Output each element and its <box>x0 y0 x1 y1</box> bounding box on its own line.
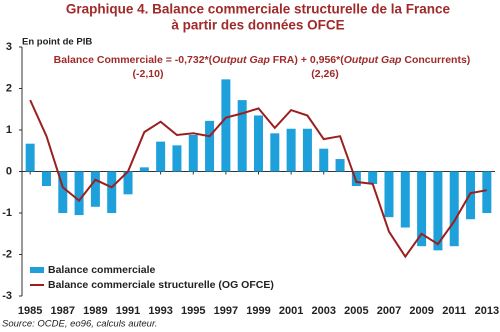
legend-label: Balance commerciale structurelle (OG OFC… <box>48 279 274 291</box>
bar <box>433 171 443 251</box>
bar <box>237 100 247 172</box>
bar <box>156 141 166 172</box>
bar <box>90 171 100 207</box>
x-tick-label: 1991 <box>116 305 140 317</box>
annotation-part: Output Gap <box>212 54 270 66</box>
bar <box>107 171 117 213</box>
annotation-part: FRA) + 0,956*( <box>270 54 344 66</box>
x-tick-label: 2005 <box>344 305 368 317</box>
legend-label: Balance commerciale <box>48 264 156 276</box>
x-tick-label: 2007 <box>377 305 401 317</box>
bar <box>482 171 492 213</box>
y-tick-label: -1 <box>2 207 12 219</box>
y-tick-label: 2 <box>6 82 12 94</box>
x-tick-label: 2009 <box>409 305 433 317</box>
legend-swatch <box>30 267 44 273</box>
x-tick-label: 2003 <box>311 305 335 317</box>
bar <box>466 171 476 220</box>
bar <box>335 159 345 172</box>
annotation-part: Concurrents) <box>401 54 470 66</box>
x-tick-label: 2001 <box>279 305 303 317</box>
x-tick-label: 2011 <box>442 305 466 317</box>
x-tick-label: 1995 <box>181 305 205 317</box>
bar <box>400 171 410 228</box>
x-tick-label: 2013 <box>475 305 499 317</box>
y-tick-label: 3 <box>6 41 12 53</box>
bar <box>172 145 182 172</box>
bar <box>417 171 427 247</box>
bar <box>74 171 84 216</box>
bar <box>368 171 378 184</box>
y-tick-label: -3 <box>2 290 12 302</box>
bar <box>123 171 133 195</box>
line <box>29 99 487 259</box>
bar <box>139 167 149 172</box>
source: Source: OCDE, eo96, calculs auteur. <box>2 319 157 330</box>
x-tick-label: 1987 <box>51 305 75 317</box>
bar <box>205 120 215 172</box>
annotation: Balance Commerciale = -0,732*(Output Gap… <box>54 54 471 66</box>
y-tick-label: -2 <box>2 248 12 260</box>
annotation-part: Balance Commerciale = -0,732*( <box>54 54 213 66</box>
y-tick-label: 0 <box>6 165 12 177</box>
x-tick-label: 1999 <box>246 305 270 317</box>
bar <box>384 171 394 218</box>
bar <box>319 148 329 172</box>
annotation-part: Output Gap <box>344 54 402 66</box>
bar <box>254 115 263 172</box>
chart-title: Graphique 4. Balance commerciale structu… <box>66 2 451 17</box>
bar <box>449 171 459 247</box>
bar <box>58 171 68 213</box>
chart-title: à partir des données OFCE <box>171 18 344 33</box>
bar <box>221 79 231 172</box>
annotation-stat: (-2,10) <box>133 68 164 80</box>
x-tick-label: 1989 <box>83 305 107 317</box>
bar <box>270 133 280 172</box>
bar <box>41 171 51 187</box>
bar <box>286 128 296 172</box>
bar <box>25 143 35 172</box>
x-tick-label: 1993 <box>148 305 172 317</box>
bar <box>188 134 198 172</box>
bar <box>302 128 312 172</box>
y-axis-label: En point de PIB <box>22 37 92 48</box>
annotation-stat: (2,26) <box>311 68 338 80</box>
bar <box>351 171 361 187</box>
y-tick-label: 1 <box>6 124 12 136</box>
x-tick-label: 1985 <box>18 305 42 317</box>
x-tick-label: 1997 <box>214 305 238 317</box>
